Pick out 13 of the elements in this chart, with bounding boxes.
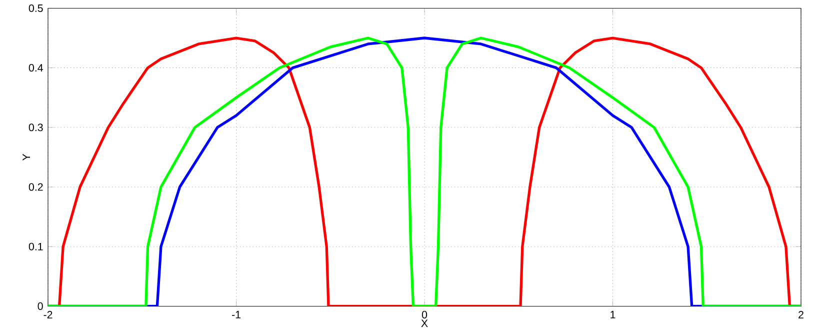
y-tick-label: 0.4 [28, 64, 43, 72]
x-tick-label: 2 [798, 310, 804, 318]
y-tick-label: 0.3 [28, 123, 43, 131]
y-tick-label: 0.5 [28, 4, 43, 12]
x-tick-label: 0 [422, 310, 428, 318]
x-tick-label: 1 [610, 310, 616, 318]
x-tick-label: -1 [232, 310, 240, 318]
y-tick-label: 0.2 [28, 183, 43, 191]
y-tick-label: 0 [38, 302, 43, 310]
y-tick-label: 0.1 [28, 242, 43, 250]
y-axis-title: Y [22, 154, 30, 160]
x-axis-title: X [421, 319, 428, 327]
x-tick-label: -2 [44, 310, 52, 318]
